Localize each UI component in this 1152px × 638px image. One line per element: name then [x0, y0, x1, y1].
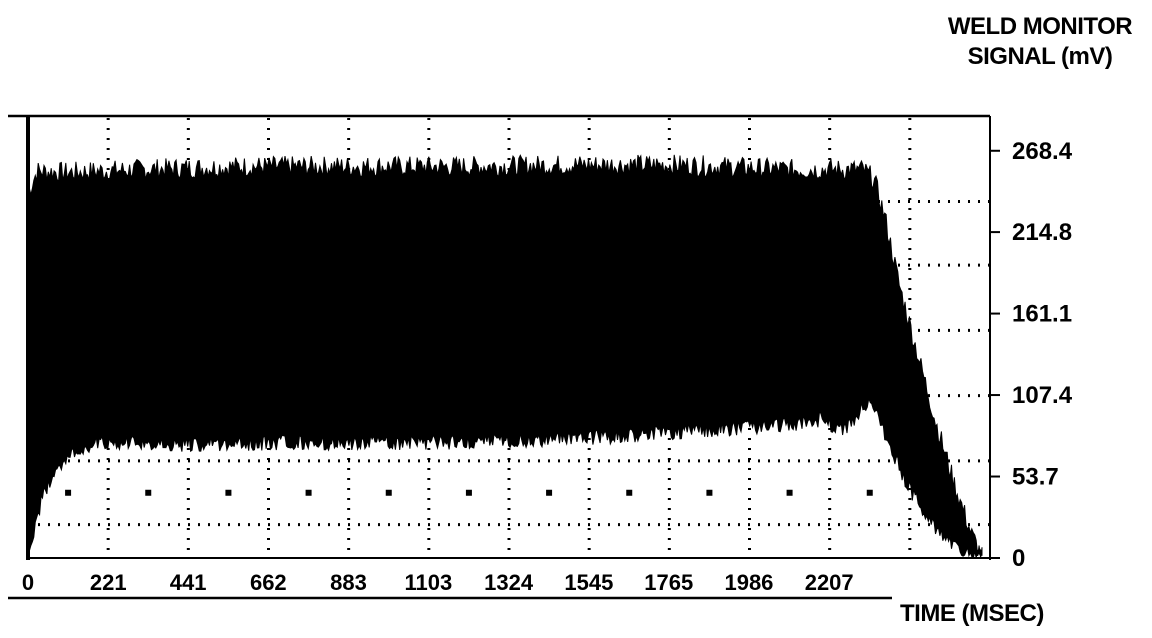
- grid-dot-11: [866, 489, 873, 496]
- x-tick-label-1: 221: [90, 570, 127, 595]
- x-tick-label-4: 883: [330, 570, 367, 595]
- grid-dot-2: [145, 489, 152, 496]
- grid-dot-8: [626, 489, 633, 496]
- grid-dot-6: [465, 489, 472, 496]
- y-tick-label-3: 161.1: [1012, 301, 1072, 328]
- y-axis-label-line2: SIGNAL (mV): [967, 43, 1113, 70]
- x-tick-label-3: 662: [250, 570, 287, 595]
- y-tick-label-0: 0: [1012, 545, 1025, 572]
- y-tick-label-5: 268.4: [1012, 138, 1073, 165]
- signal-area: [27, 154, 983, 559]
- x-axis-label: TIME (MSEC): [900, 600, 1044, 627]
- grid-dot-3: [225, 489, 232, 496]
- grid-dot-7: [546, 489, 553, 496]
- x-tick-label-10: 2207: [805, 570, 854, 595]
- x-tick-label-9: 1986: [724, 570, 773, 595]
- x-tick-label-0: 0: [22, 570, 34, 595]
- x-tick-label-7: 1545: [564, 570, 613, 595]
- x-tick-label-6: 1324: [484, 570, 534, 595]
- y-tick-label-2: 107.4: [1012, 382, 1073, 409]
- x-tick-label-5: 1103: [405, 570, 453, 595]
- grid-dot-5: [385, 489, 392, 496]
- x-tick-label-2: 441: [170, 570, 207, 595]
- y-axis-label-line1: WELD MONITOR: [947, 13, 1133, 40]
- grid-dot-9: [706, 489, 713, 496]
- grid-dot-10: [786, 489, 793, 496]
- grid-dot-4: [305, 489, 312, 496]
- y-tick-label-1: 53.7: [1012, 464, 1059, 491]
- y-axis-label: WELD MONITOR SIGNAL (mV): [928, 12, 1152, 72]
- x-tick-label-8: 1765: [644, 570, 693, 595]
- grid-dot-1: [65, 489, 72, 496]
- y-tick-label-4: 214.8: [1012, 219, 1072, 246]
